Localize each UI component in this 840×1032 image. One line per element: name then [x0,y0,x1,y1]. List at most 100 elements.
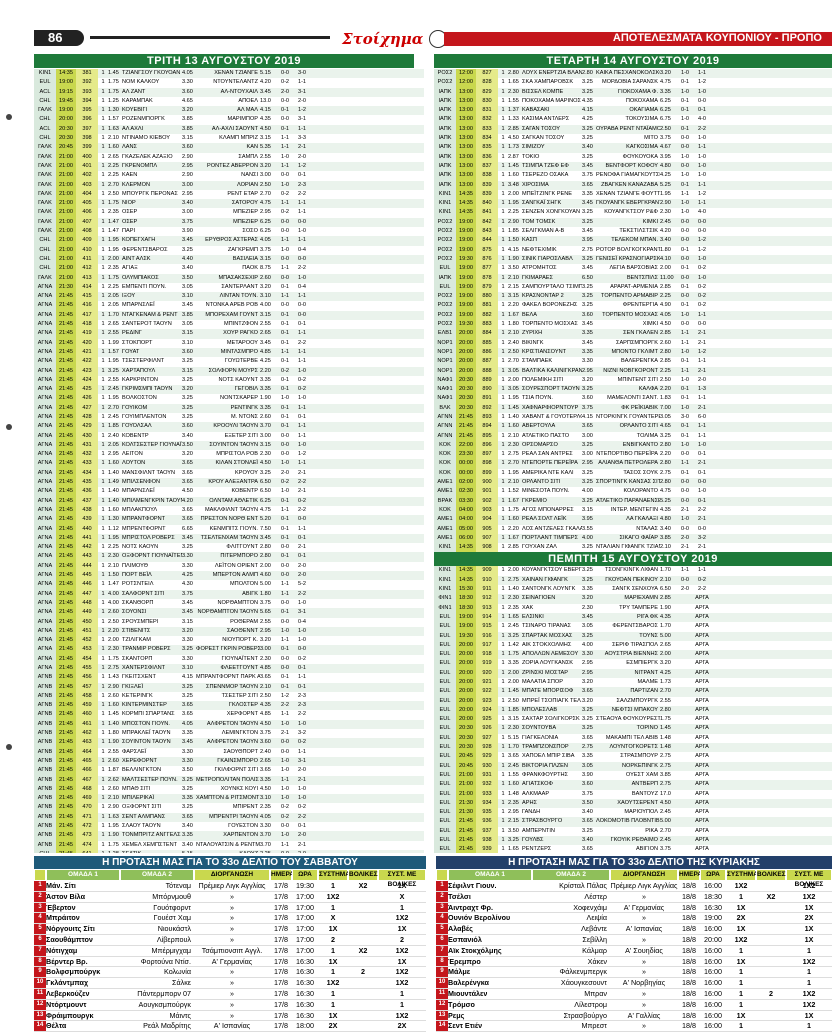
table-row: ΑΓΝΑ 21:45 453 1 2.30 ΤΡΑΝΜΙΡ ΡΟΒΕΡΣ 3.25 ΦΟΡΕΣ… [34,645,424,655]
draw-odd: 3.65 [582,818,593,825]
code: 453 [76,645,98,655]
full-score: 2-1 [697,367,707,374]
time: 06:00 [456,533,476,544]
table-row: ΚΙΝ1 14:35 840 1 1.95 ΣΑΝΓΚΑΪ ΣΗΓΚ 3.45 ΓΚΟΥΑΝΓ… [434,199,832,209]
code: 925 [476,715,498,725]
home-team: ΡΟΖΕΝΜΠΟΡΓΚ [122,116,165,123]
table-row: ΑΓΝΑ 21:30 414 1 2.25 ΕΜΠΕΝΤΙ ΠΟΥΝ. 3.05 ΣΑΝΤΕΡ… [34,282,424,293]
away-team: ΧΕΡΦΟΡΝΤ [226,711,258,718]
cell [756,978,786,989]
table-row: ΒΛΚ 20:30 892 1 1.45 ΧΑΦΝΑΡΦΙΟΡΝΤΟΥΡ 3.75 ΦΚ ΡΕ… [434,403,832,413]
league: ΑΓΝΒ [34,710,56,720]
row-number: 13 [436,1010,448,1022]
time: 21:45 [56,766,76,776]
code: 843 [476,227,498,237]
team-away: Στρασβούργο [532,1011,610,1022]
table-row: ACL 20:30 397 1 1.63 ΑΛ ΑΧΛΙ 3.85 ΑΛ-ΑΧΛΙ ΣΑΟΥΝ… [34,124,424,135]
draw-odd: 3.05 [582,623,593,630]
full-score: 0-2 [297,376,307,383]
league: ΑΓΝΑ [34,664,56,674]
full-score: 4-0 [697,209,707,216]
cell: 1 [726,978,756,989]
full-score: 0-2 [697,283,707,290]
cell: » [610,1021,678,1032]
code: 460 [76,710,98,720]
cell: 16:00 [700,1000,726,1011]
code: 410 [76,245,98,255]
home-team: ΓΚΙΞΛΕΪ [122,683,144,690]
away-team: ΣΠΕΝΝΜΟΡ ΤΑΟΥΝ [206,683,258,690]
column-header: ΗΜΕΡΑ [678,869,702,881]
home-team: ΤΖΙΛΙΓΚΑΜ [122,637,151,644]
full-score: 1-1 [297,525,307,532]
full-score: ΑΡΓΑ [695,706,709,713]
full-score: 0-0 [297,218,307,225]
time: 21:45 [56,338,76,348]
table-row: ΑΓΝΑ 21:45 455 1 2.75 ΧΑΝΤΕΡΣΦΙΛΝΤ 3.10 ΦΛΕΕΤΓΟ… [34,664,424,674]
code: 878 [476,273,498,283]
table-row: ΑΓΝΒ 21:45 457 1 2.90 ΓΚΙΞΛΕΪ 3.25 ΣΠΕΝΝΜΟΡ ΤΑΟ… [34,682,424,692]
draw-odd: 3.65 [182,469,193,476]
home-team: ΖΟΡΙΑ ΛΟΥΓΚΑΝΣΚ [522,660,574,667]
away-odd: 2.80 [660,348,671,355]
cell: 1Χ2 [318,892,348,903]
league: ΑΓΝΒ [34,729,56,739]
cell: » [194,924,270,935]
away-odd: 2.70 [260,190,271,197]
full-score: 0-2 [297,386,307,393]
half-score: 1-0 [680,116,690,123]
full-score: ΑΡΓΑ [695,790,709,797]
code: 394 [76,96,98,107]
league: EUL [434,612,456,623]
cell: 1 [378,1000,426,1011]
draw-odd: 4.00 [582,488,593,495]
cell: 1 [378,903,426,914]
row-number: 6 [34,934,46,946]
home-team: ΣΙΜΙΖΟΥ [522,144,545,151]
result-col: 1 [501,790,505,797]
code: 452 [76,636,98,646]
result-col: 1 [501,302,505,309]
away-odd: 7.50 [260,525,271,532]
result-col: 1 [101,581,105,588]
league: ΑΓΝΝ [434,422,456,432]
league: ΑΓΝΑ [34,598,56,609]
code: 934 [476,798,498,809]
result-col: 1 [101,702,105,709]
draw-odd: 3.45 [182,739,193,746]
code: 836 [476,152,498,162]
time: 19:00 [456,273,476,283]
column-header: ΣΥΣΤΗΜΑ [318,869,350,881]
full-score: 2-1 [697,404,707,411]
half-score: 0-1 [280,386,290,393]
cell: 18/8 [678,989,700,1000]
home-team: ΒΙΣΣΕΛ ΚΟΜΠΕ [522,88,564,95]
home-odd: 1.28 [108,850,122,853]
full-score: 2-0 [297,97,307,104]
code: 435 [76,478,98,488]
time: 14:35 [56,69,76,79]
draw-odd: 3.25 [582,302,593,309]
cell: » [610,892,678,903]
draw-odd: 3.45 [582,162,593,169]
home-odd: 1.30 [108,516,119,523]
result-col: 1 [101,190,105,197]
full-score: 1-2 [697,246,707,253]
away-team: ΝΤΑΛΟΥΑΤΣΙΝ & ΡΕΝΤΜΠΡΙΤΖ [196,841,260,848]
away-odd: 4.05 [660,311,671,318]
home-team: ΣΤΙΒΕΝΙΤΣ [122,627,151,634]
half-score: 0-0 [280,432,290,439]
draw-odd: 3.25 [582,479,593,486]
result-col: 1 [101,618,105,625]
full-score: 2-3 [297,702,307,709]
home-team: ΤΟΝΜΠΡΙΤΖ ΑΝΓΓΕΛΣ [122,832,181,839]
cell: 1Χ2 [378,913,426,925]
league: ΑΓΝΑ [34,459,56,469]
away-odd: 6.50 [660,586,671,593]
time: 21:45 [56,487,76,497]
away-odd: 2.10 [260,683,271,690]
time: 20:30 [56,134,76,144]
away-odd: 4.75 [260,200,271,207]
row-number: 14 [436,1021,448,1032]
code: 838 [476,171,498,181]
